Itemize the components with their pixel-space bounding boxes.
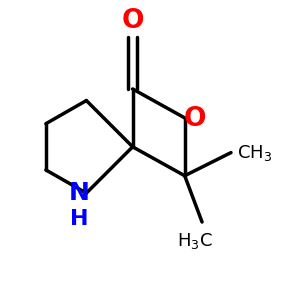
- Text: O: O: [122, 8, 144, 34]
- Text: N: N: [69, 181, 90, 205]
- Text: CH$_3$: CH$_3$: [237, 142, 272, 163]
- Text: O: O: [184, 106, 206, 132]
- Text: H: H: [70, 209, 88, 229]
- Text: H$_3$C: H$_3$C: [177, 231, 213, 251]
